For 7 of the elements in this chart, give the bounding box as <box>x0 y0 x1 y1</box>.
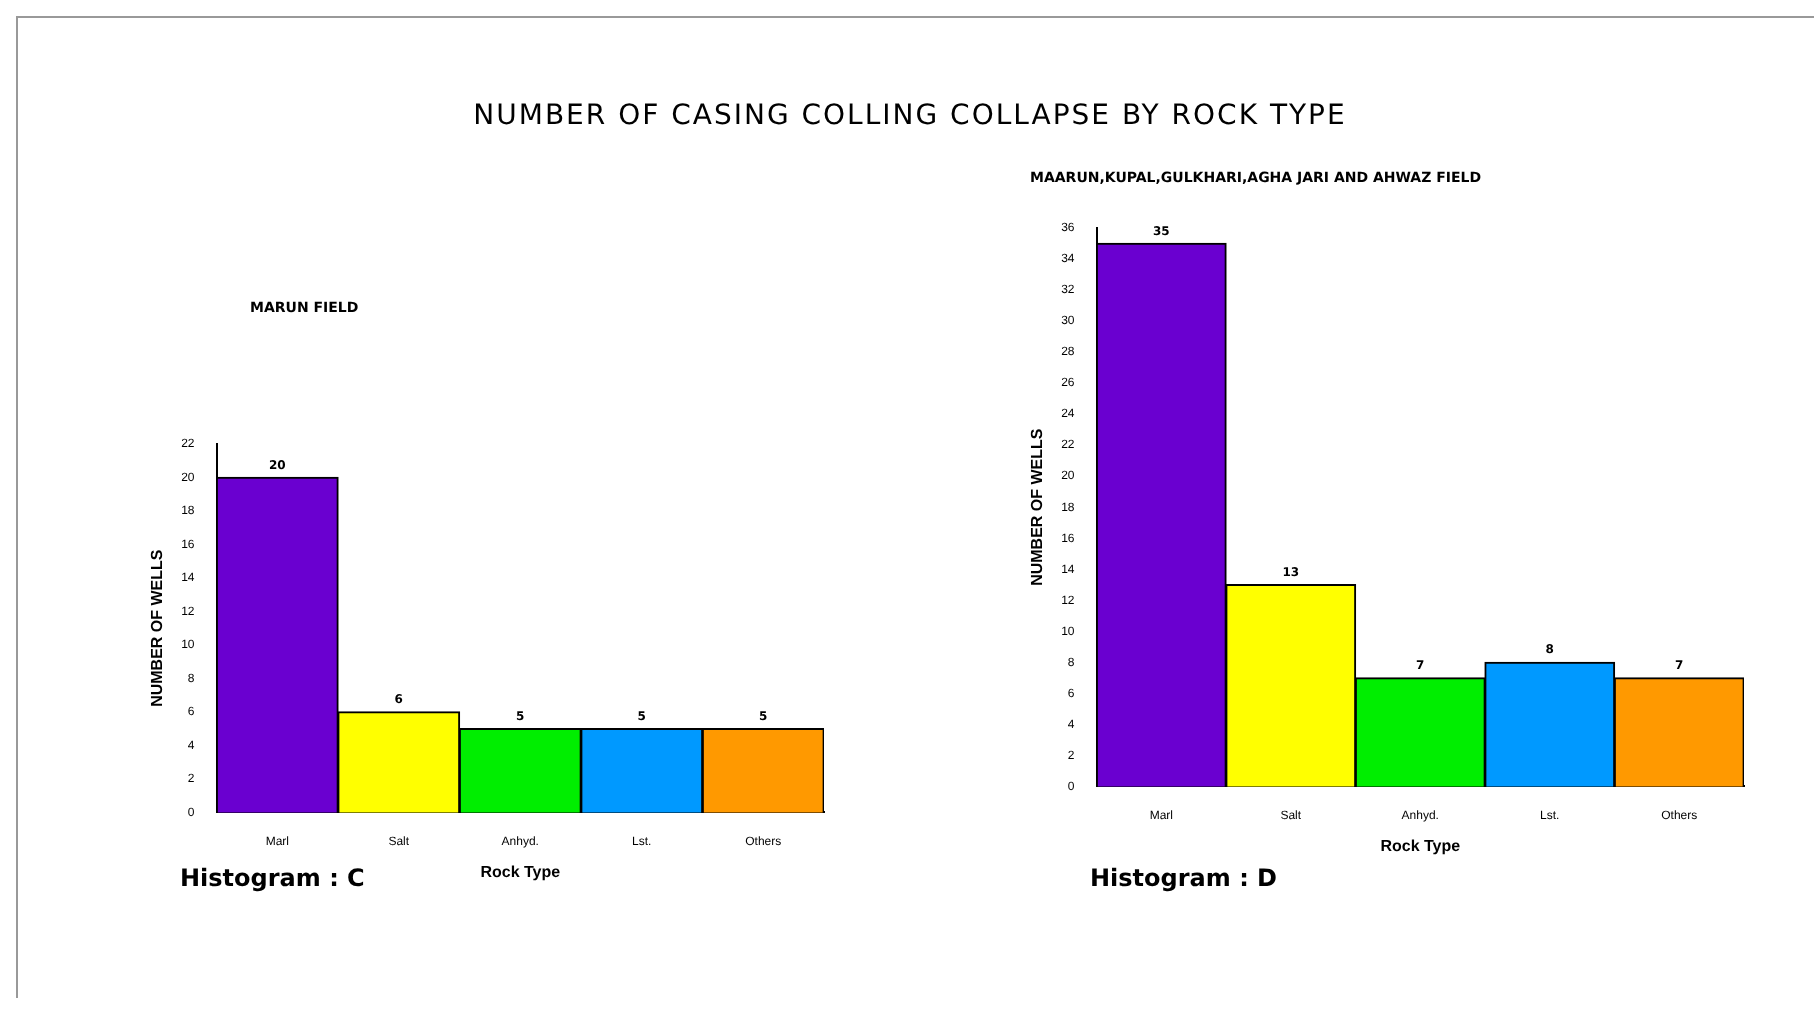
text: NUMBER OF CASING COLLING COLLAPSE BY ROCK TYPE <box>471 100 1349 132</box>
y-axis-title: NUMBER OF WELLS <box>148 548 167 707</box>
y-axis-title: NUMBER OF WELLS <box>1028 427 1047 586</box>
text: Histogram : C <box>180 864 365 892</box>
x-axis-title: Rock Type <box>480 862 562 881</box>
text: Histogram : D <box>1090 864 1278 892</box>
x-axis-title: Rock Type <box>1380 836 1462 855</box>
